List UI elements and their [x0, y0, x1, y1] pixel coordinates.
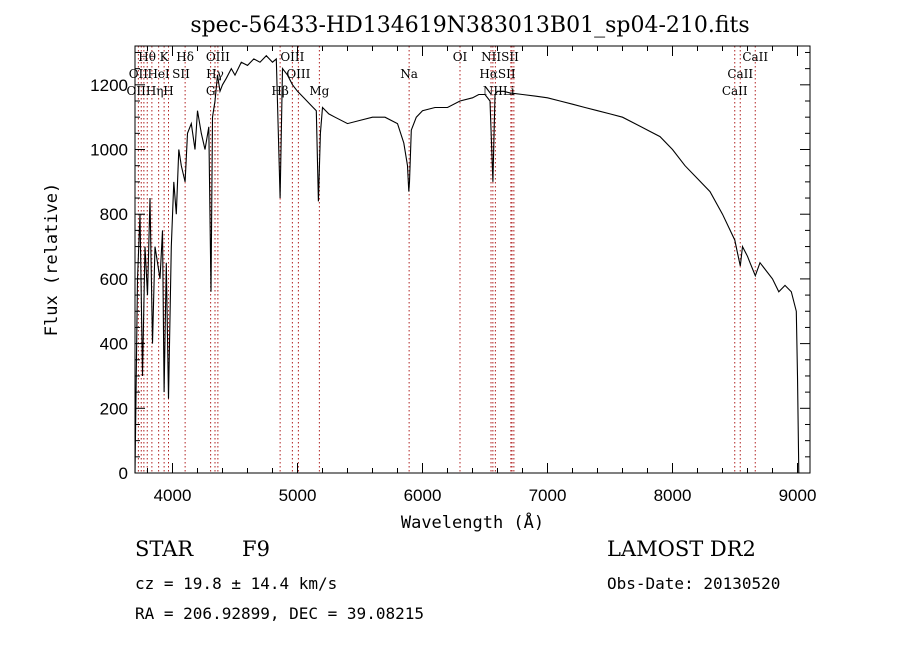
y-tick-label: 200: [100, 399, 128, 418]
line-marker-label: OIII: [280, 50, 304, 64]
line-marker-label: Hβ: [271, 84, 288, 98]
observation-date: Obs-Date: 20130520: [607, 574, 781, 593]
spectral-subclass: F9: [242, 537, 270, 561]
line-marker-label: Hδ: [176, 50, 194, 64]
x-tick-label: 7000: [529, 486, 567, 505]
line-marker-label: OIII: [206, 50, 230, 64]
line-marker-label: OIIHη: [127, 84, 164, 98]
line-marker-label: HeI: [147, 67, 170, 81]
x-axis-ticks: 4000 5000 6000 7000 8000 9000: [147, 46, 817, 505]
spectral-line-labels: Hθ K Hδ OIII OIII OI NIISII CaII OII HeI SII Hγ OIII…: [127, 50, 769, 98]
y-axis-ticks: 0 200 400 600 800 1000 1200: [90, 51, 810, 483]
line-marker-label: Na: [400, 67, 418, 81]
line-marker-label: CaII: [727, 67, 753, 81]
y-tick-label: 1200: [90, 76, 128, 95]
y-axis-label: Flux (relative): [42, 183, 62, 337]
chart-title: spec-56433-HD134619N383013B01_sp04-210.f…: [190, 13, 749, 38]
line-marker-label: CaII: [722, 84, 748, 98]
x-tick-label: 5000: [279, 486, 317, 505]
line-marker-label: G: [206, 84, 216, 98]
line-marker-label: OIII: [286, 67, 310, 81]
y-tick-label: 400: [100, 335, 128, 354]
plot-frame: [134, 45, 811, 474]
line-marker-label: HαSII: [479, 67, 516, 81]
line-marker-label: Hθ: [138, 50, 156, 64]
line-marker-label: NIISII: [481, 50, 519, 64]
x-tick-label: 8000: [654, 486, 692, 505]
survey-name: LAMOST DR2: [607, 537, 756, 561]
x-tick-label: 9000: [779, 486, 817, 505]
object-type: STAR: [135, 537, 194, 561]
x-axis-label: Wavelength (Å): [401, 511, 544, 533]
redshift-velocity: cz = 19.8 ± 14.4 km/s: [135, 574, 338, 593]
line-marker-label: H: [163, 84, 173, 98]
spectrum-line: [134, 54, 800, 474]
y-tick-label: 800: [100, 205, 128, 224]
x-tick-label: 6000: [404, 486, 442, 505]
y-tick-label: 0: [119, 464, 128, 483]
x-tick-label: 4000: [154, 486, 192, 505]
line-marker-label: SII: [172, 67, 190, 81]
y-tick-label: 1000: [90, 141, 128, 160]
line-marker-label: Hγ: [206, 67, 224, 81]
line-marker-label: CaII: [742, 50, 768, 64]
line-marker-label: OII: [129, 67, 149, 81]
coordinates: RA = 206.92899, DEC = 39.08215: [135, 604, 424, 623]
line-marker-label: Mg: [309, 84, 329, 98]
line-marker-label: K: [160, 50, 170, 64]
line-marker-label: OI: [453, 50, 468, 64]
y-tick-label: 600: [100, 270, 128, 289]
spectral-line-markers: [137, 46, 756, 473]
